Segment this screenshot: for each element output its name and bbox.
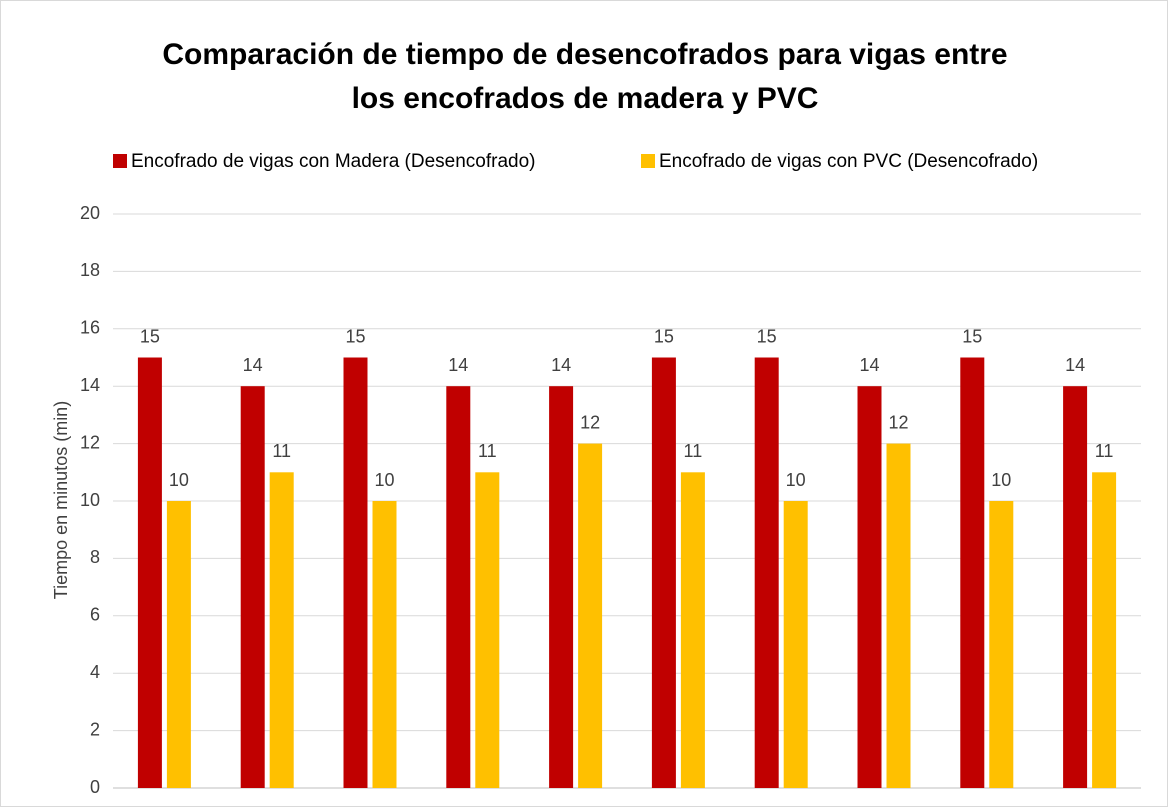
- y-axis-label: Tiempo en minutos (min): [51, 401, 71, 599]
- data-label: 14: [551, 355, 571, 375]
- data-label: 15: [654, 326, 674, 346]
- bar: [783, 501, 808, 788]
- bar: [372, 501, 397, 788]
- legend-label: Encofrado de vigas con PVC (Desencofrado…: [659, 151, 1038, 172]
- bar: [137, 357, 162, 788]
- bar: [475, 472, 500, 788]
- y-tick-label: 0: [90, 777, 100, 797]
- y-tick-label: 6: [90, 605, 100, 625]
- bar: [343, 357, 368, 788]
- data-label: 15: [140, 326, 160, 346]
- data-label: 11: [1095, 441, 1114, 461]
- y-tick-label: 12: [80, 432, 100, 452]
- y-tick-label: 20: [80, 203, 100, 223]
- bar: [166, 501, 191, 788]
- bar: [269, 472, 294, 788]
- bar: [549, 386, 574, 788]
- bar: [1063, 386, 1088, 788]
- bar: [1092, 472, 1117, 788]
- data-label: 10: [991, 470, 1011, 490]
- legend-swatch: [113, 154, 127, 168]
- data-label: 15: [962, 326, 982, 346]
- y-tick-label: 10: [80, 490, 100, 510]
- bar: [857, 386, 882, 788]
- y-tick-label: 2: [90, 719, 100, 739]
- data-label: 10: [169, 470, 189, 490]
- bar: [754, 357, 779, 788]
- bar: [960, 357, 985, 788]
- data-label: 12: [580, 412, 600, 432]
- y-tick-label: 16: [80, 318, 100, 338]
- bar: [446, 386, 471, 788]
- y-tick-label: 4: [90, 662, 100, 682]
- data-label: 14: [859, 355, 879, 375]
- bar: [989, 501, 1014, 788]
- data-label: 11: [684, 441, 703, 461]
- data-label: 14: [243, 355, 263, 375]
- y-tick-label: 18: [80, 260, 100, 280]
- chart-title: los encofrados de madera y PVC: [352, 82, 819, 115]
- data-label: 10: [374, 470, 394, 490]
- bar: [578, 443, 603, 788]
- bar: [651, 357, 676, 788]
- data-label: 11: [478, 441, 497, 461]
- bar: [680, 472, 705, 788]
- data-label: 14: [448, 355, 468, 375]
- chart-title: Comparación de tiempo de desencofrados p…: [162, 38, 1007, 71]
- legend-label: Encofrado de vigas con Madera (Desencofr…: [131, 151, 536, 172]
- y-tick-label: 8: [90, 547, 100, 567]
- bar: [240, 386, 265, 788]
- data-label: 15: [345, 326, 365, 346]
- bar: [886, 443, 911, 788]
- data-label: 12: [888, 412, 908, 432]
- data-label: 14: [1065, 355, 1085, 375]
- data-label: 10: [786, 470, 806, 490]
- legend-swatch: [641, 154, 655, 168]
- y-tick-label: 14: [80, 375, 100, 395]
- data-label: 11: [272, 441, 291, 461]
- data-label: 15: [757, 326, 777, 346]
